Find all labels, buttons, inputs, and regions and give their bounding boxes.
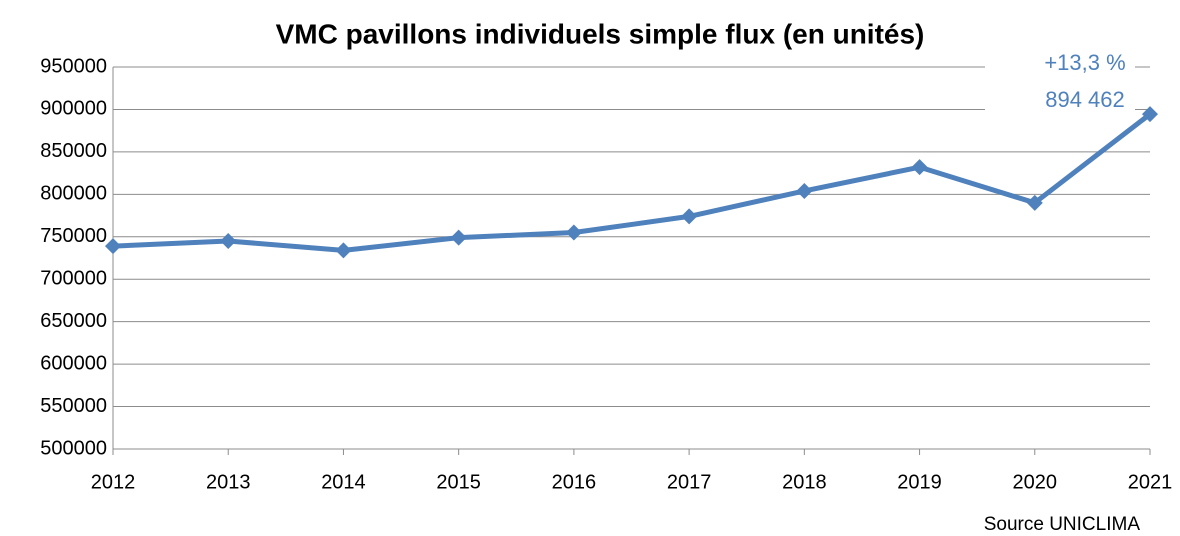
x-tick-label: 2017 [667,471,712,493]
x-tick-label: 2019 [897,471,942,493]
x-tick-label: 2015 [436,471,481,493]
y-tick-label: 750000 [40,225,107,247]
annotation-background [985,48,1135,120]
x-tick-label: 2013 [206,471,251,493]
y-tick-label: 850000 [40,140,107,162]
x-tick-label: 2018 [782,471,827,493]
data-point [220,233,237,250]
y-tick-label: 900000 [40,98,107,120]
x-tick-label: 2021 [1128,471,1173,493]
data-point [911,159,928,176]
y-tick-label: 650000 [40,310,107,332]
y-tick-label: 600000 [40,352,107,374]
data-point [105,238,121,255]
data-point [335,242,352,259]
source-note: Source UNICLIMA [984,514,1141,535]
data-point [681,208,698,225]
data-point [450,229,467,246]
annotation: +13,3 % [1044,50,1125,75]
data-point [1142,106,1158,123]
annotation: 894 462 [1045,87,1125,112]
y-tick-label: 550000 [40,395,107,417]
y-tick-label: 500000 [40,437,107,459]
data-line [112,112,1152,253]
x-tick-label: 2014 [321,471,366,493]
data-point [565,224,582,241]
x-tick-label: 2012 [91,471,136,493]
y-tick-label: 700000 [40,268,107,290]
y-tick-label: 950000 [40,55,107,77]
x-tick-label: 2020 [1013,471,1058,493]
y-tick-label: 800000 [40,183,107,205]
data-point [1026,194,1043,211]
data-point [796,182,813,199]
x-tick-label: 2016 [552,471,597,493]
chart-title: VMC pavillons individuels simple flux (e… [276,18,925,49]
